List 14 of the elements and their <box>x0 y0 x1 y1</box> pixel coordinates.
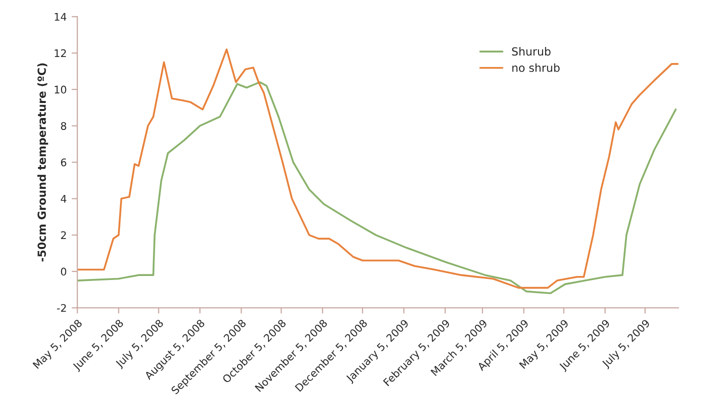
legend-label: Shurub <box>512 47 551 56</box>
line-series <box>77 48 678 289</box>
y-tick-label: 10 <box>54 86 66 94</box>
y-tick-label: -2 <box>57 304 66 312</box>
y-tick-label: 4 <box>60 195 66 203</box>
y-tick-label: 2 <box>61 231 66 239</box>
line-series <box>77 81 677 294</box>
y-tick-label: 12 <box>54 49 66 57</box>
y-tick-label: 14 <box>54 13 66 21</box>
y-tick-label: 6 <box>61 158 66 166</box>
y-tick-label: 8 <box>60 122 66 130</box>
y-axis-title: -50cm Ground temperature (ºC) <box>37 63 48 262</box>
y-tick-label: 0 <box>60 268 66 276</box>
legend-label: no shrub <box>512 63 560 72</box>
